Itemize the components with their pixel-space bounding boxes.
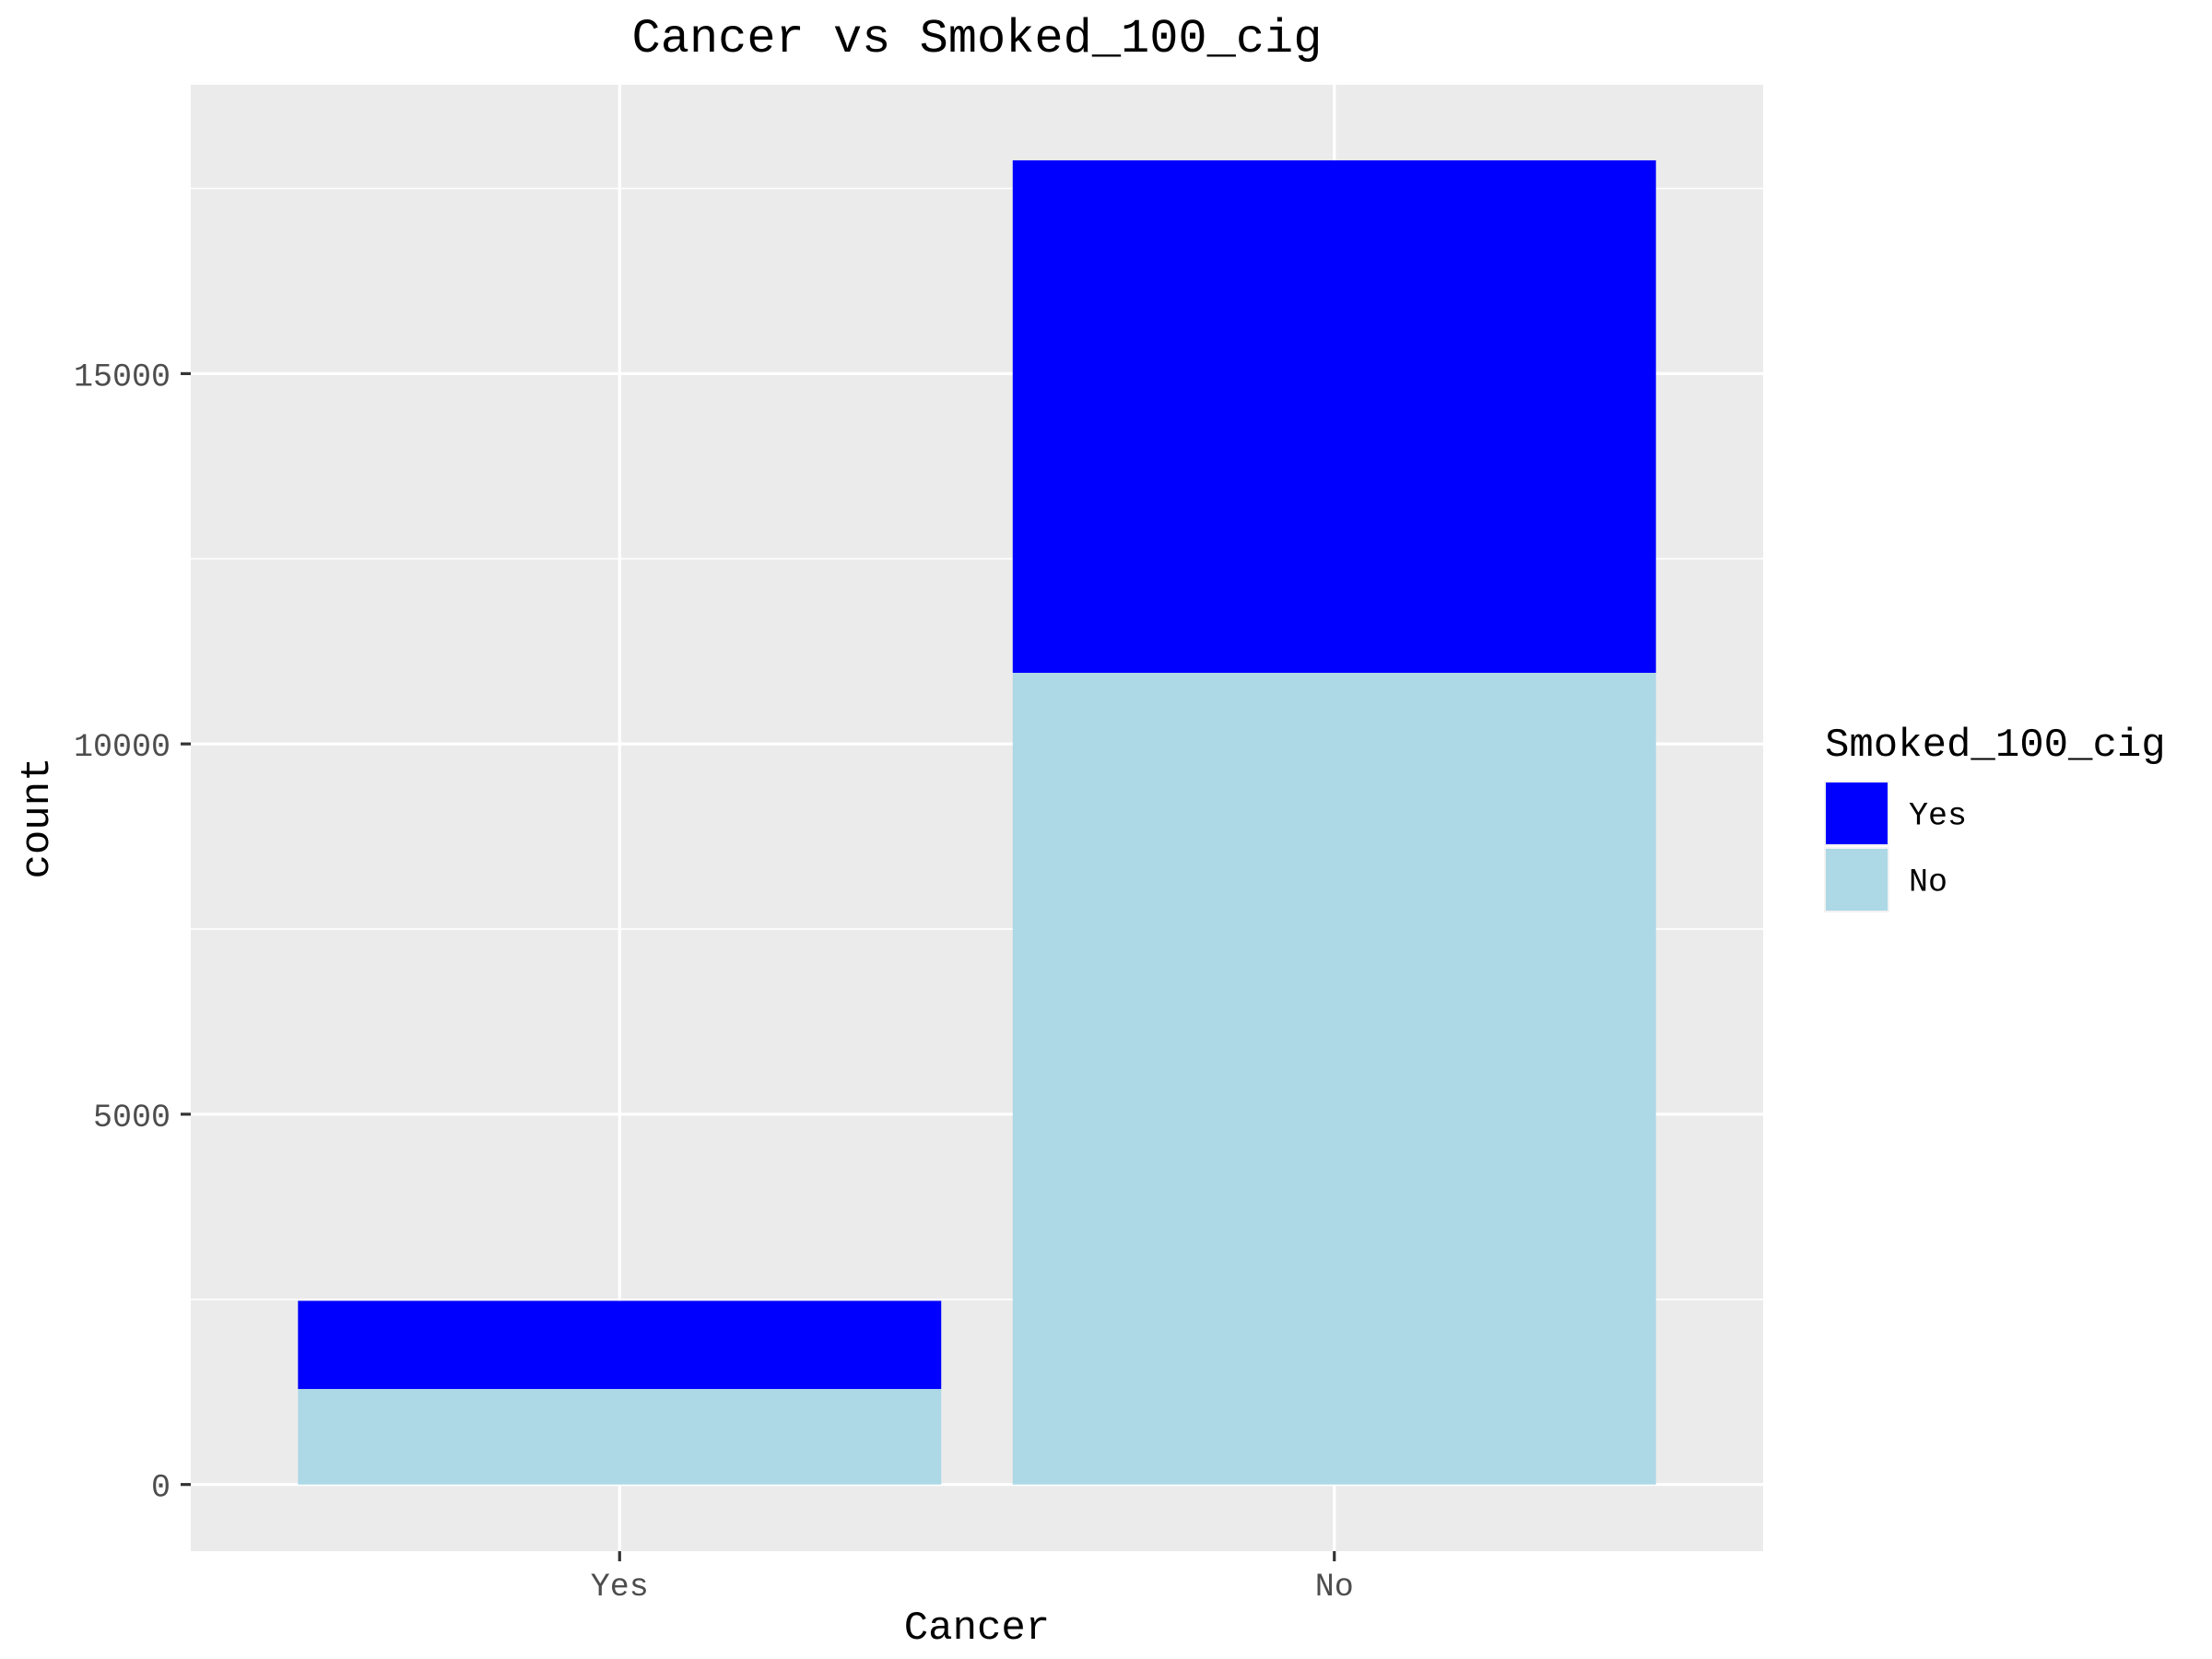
bar-yes-yes <box>298 1300 942 1390</box>
legend-title: Smoked_100_cig <box>1825 723 2166 769</box>
legend-key-yes <box>1824 781 1889 846</box>
bar-yes-no <box>298 1389 942 1485</box>
bar-no-no <box>1012 673 1656 1485</box>
y-tick-label: 5000 <box>93 1100 171 1136</box>
y-axis-label: count <box>15 757 61 878</box>
x-axis: Yes No <box>591 1551 1354 1606</box>
x-tick-label: Yes <box>591 1569 649 1606</box>
bars <box>298 159 1656 1485</box>
y-tick-label: 0 <box>151 1470 171 1507</box>
y-axis: 0 5000 10000 15000 <box>74 359 191 1507</box>
chart-title: Cancer vs Smoked_100_cig <box>632 12 1323 66</box>
legend-label-yes: Yes <box>1909 798 1967 835</box>
x-tick-label: No <box>1315 1569 1354 1606</box>
y-tick-label: 15000 <box>74 359 171 395</box>
legend-label-no: No <box>1909 865 1947 901</box>
bar-no-yes <box>1012 159 1656 674</box>
legend-key-no <box>1824 847 1889 912</box>
legend: Smoked_100_cig Yes No <box>1824 723 2166 912</box>
y-tick-label: 10000 <box>74 729 171 766</box>
x-axis-label: Cancer <box>904 1606 1050 1652</box>
